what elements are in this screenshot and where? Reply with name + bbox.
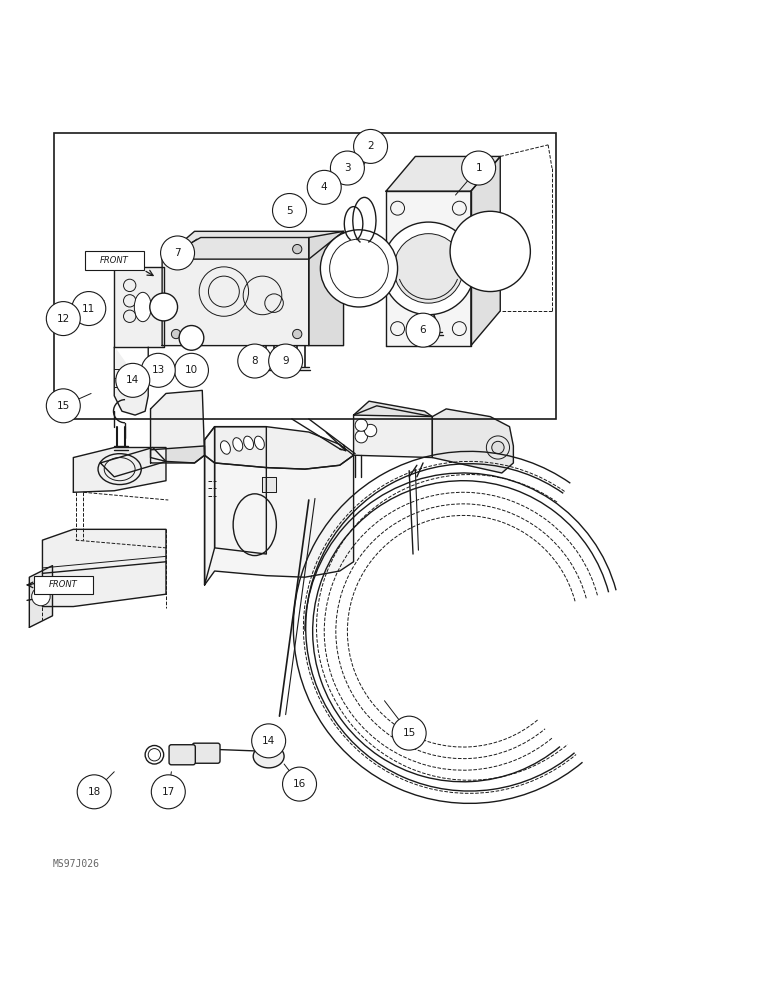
Circle shape [145, 745, 164, 764]
Polygon shape [471, 156, 500, 346]
Circle shape [273, 194, 306, 227]
Polygon shape [309, 231, 344, 346]
Polygon shape [205, 427, 215, 585]
Polygon shape [205, 455, 354, 585]
Text: 9: 9 [283, 356, 289, 366]
Circle shape [406, 313, 440, 347]
Polygon shape [386, 156, 500, 191]
Circle shape [116, 363, 150, 397]
Text: 15: 15 [56, 401, 70, 411]
Bar [54, 133, 556, 419]
Text: 1: 1 [476, 163, 482, 173]
Circle shape [141, 353, 175, 387]
Polygon shape [114, 347, 148, 415]
Text: 14: 14 [126, 375, 140, 385]
Text: 5: 5 [286, 206, 293, 216]
Circle shape [46, 302, 80, 336]
Circle shape [238, 344, 272, 378]
FancyBboxPatch shape [169, 745, 195, 765]
FancyBboxPatch shape [34, 576, 93, 594]
Circle shape [32, 587, 50, 606]
Circle shape [450, 211, 530, 292]
Polygon shape [114, 267, 164, 347]
Circle shape [330, 151, 364, 185]
Circle shape [283, 767, 317, 801]
Circle shape [46, 389, 80, 423]
Ellipse shape [134, 292, 151, 322]
Circle shape [394, 234, 463, 303]
Text: 14: 14 [262, 736, 276, 746]
Circle shape [492, 441, 504, 454]
Polygon shape [162, 238, 309, 346]
Circle shape [150, 293, 178, 321]
Circle shape [269, 344, 303, 378]
Text: 8: 8 [252, 356, 258, 366]
Circle shape [151, 775, 185, 809]
Polygon shape [151, 390, 205, 463]
Text: 11: 11 [82, 304, 96, 314]
FancyBboxPatch shape [192, 743, 220, 763]
Circle shape [72, 292, 106, 326]
Bar [56, 305, 65, 313]
Text: FRONT: FRONT [100, 256, 129, 265]
Circle shape [252, 724, 286, 758]
FancyBboxPatch shape [85, 251, 144, 270]
Circle shape [364, 424, 377, 437]
Circle shape [320, 230, 398, 307]
Ellipse shape [255, 436, 264, 450]
Ellipse shape [221, 441, 230, 454]
Circle shape [392, 716, 426, 750]
Polygon shape [262, 477, 276, 492]
Polygon shape [162, 231, 344, 259]
Text: 12: 12 [56, 314, 70, 324]
Text: 4: 4 [321, 182, 327, 192]
Text: 13: 13 [151, 365, 165, 375]
Ellipse shape [244, 436, 253, 450]
Polygon shape [205, 427, 354, 469]
Polygon shape [151, 446, 205, 463]
Text: 17: 17 [161, 787, 175, 797]
Circle shape [161, 236, 195, 270]
Text: 18: 18 [87, 787, 101, 797]
Text: 15: 15 [402, 728, 416, 738]
Polygon shape [215, 427, 266, 554]
Polygon shape [42, 529, 166, 607]
Circle shape [174, 353, 208, 387]
Circle shape [84, 302, 98, 315]
Circle shape [355, 419, 367, 431]
Circle shape [171, 244, 181, 254]
Text: 16: 16 [293, 779, 306, 789]
Text: 2: 2 [367, 141, 374, 151]
Text: FRONT: FRONT [49, 580, 78, 589]
Polygon shape [354, 401, 432, 417]
Polygon shape [432, 409, 513, 473]
Circle shape [179, 326, 204, 350]
Circle shape [355, 431, 367, 443]
Ellipse shape [233, 438, 242, 451]
Circle shape [307, 170, 341, 204]
Polygon shape [100, 448, 166, 477]
Text: 7: 7 [174, 248, 181, 258]
Circle shape [354, 129, 388, 163]
Polygon shape [73, 448, 166, 492]
Circle shape [171, 329, 181, 339]
Circle shape [382, 222, 475, 315]
Circle shape [77, 775, 111, 809]
Circle shape [293, 244, 302, 254]
Text: 10: 10 [185, 365, 198, 375]
Text: 3: 3 [344, 163, 350, 173]
Text: 6: 6 [420, 325, 426, 335]
Polygon shape [29, 566, 52, 627]
Polygon shape [386, 191, 471, 346]
Text: MS97J026: MS97J026 [52, 859, 100, 869]
Circle shape [462, 151, 496, 185]
Ellipse shape [253, 745, 284, 768]
Circle shape [293, 329, 302, 339]
Polygon shape [354, 406, 432, 458]
